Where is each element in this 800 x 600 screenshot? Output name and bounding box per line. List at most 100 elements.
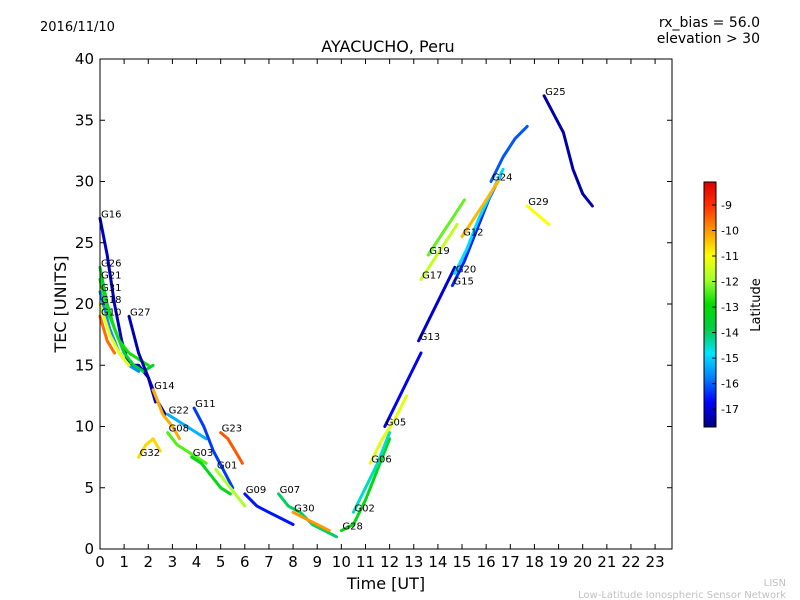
y-axis-ticks: 0 5 10 15 20 25 30 35 40: [75, 50, 672, 558]
satellite-label-g05: G05: [386, 418, 406, 429]
satellite-label-g13: G13: [420, 332, 440, 343]
x-axis-label: Time [UT]: [346, 574, 425, 593]
x-tick-label: 16: [477, 553, 496, 571]
x-tick-label: 0: [95, 553, 105, 571]
satellite-label-g31: G31: [101, 283, 121, 294]
x-tick-label: 15: [452, 553, 471, 571]
satellite-label-g17: G17: [422, 271, 442, 282]
satellite-label-g26: G26: [101, 258, 121, 269]
satellite-track-g01: [214, 467, 247, 508]
elevation-label: elevation > 30: [657, 31, 760, 47]
colorbar: [703, 181, 717, 428]
satellite-track-g19: [426, 198, 466, 257]
x-tick-label: 20: [573, 553, 592, 571]
satellite-label-g28: G28: [342, 522, 362, 533]
satellite-track-g28: [339, 437, 392, 533]
satellite-label-g14: G14: [154, 381, 174, 392]
satellite-label-g09: G09: [246, 485, 266, 496]
satellite-label-g19: G19: [429, 246, 449, 257]
satellite-track-g11: [192, 406, 235, 490]
satellite-label-g12: G12: [463, 228, 483, 239]
satellite-track-g22: [166, 412, 208, 441]
y-tick-label: 5: [84, 479, 94, 497]
satellite-label-g23: G23: [222, 424, 242, 435]
x-tick-label: 22: [621, 553, 640, 571]
colorbar-tick-label: -12: [721, 276, 739, 289]
satellite-track-g06: [368, 394, 408, 465]
colorbar-tick-label: -10: [721, 224, 739, 237]
x-tick-label: 21: [597, 553, 616, 571]
satellite-track-g18: [98, 302, 131, 367]
satellite-track-g30: [291, 510, 331, 533]
satellite-label-g01: G01: [217, 460, 237, 471]
colorbar-tick-label: -17: [721, 403, 739, 416]
satellite-label-g08: G08: [169, 424, 189, 435]
x-tick-label: 9: [312, 553, 322, 571]
satellite-label-g15: G15: [453, 277, 473, 288]
colorbar-tick-label: -16: [721, 378, 739, 391]
satellite-track-g24: [489, 124, 529, 183]
y-tick-label: 35: [75, 111, 94, 129]
x-tick-label: 19: [549, 553, 568, 571]
satellite-track-g03: [190, 455, 232, 496]
x-tick-label: 2: [143, 553, 153, 571]
x-tick-label: 18: [525, 553, 544, 571]
satellite-track-g10: [98, 314, 116, 355]
satellite-label-g03: G03: [193, 448, 213, 459]
satellite-track-g12: [460, 180, 500, 239]
footer-org-short: LISN: [764, 578, 786, 589]
satellite-label-g24: G24: [492, 173, 512, 184]
x-tick-label: 5: [216, 553, 226, 571]
y-axis-label: TEC [UNITS]: [51, 256, 70, 354]
satellite-label-g27: G27: [130, 307, 150, 318]
satellite-label-g07: G07: [280, 485, 300, 496]
x-axis-ticks: 0 1 2 3 4 5 6 7 8 9 10 11 12 13 14 15 16 17 18 19 20 21 22 23: [95, 59, 665, 571]
x-tick-label: 10: [332, 553, 351, 571]
rx-bias-label: rx_bias = 56.0: [659, 15, 760, 31]
satellite-track-g09: [243, 492, 295, 526]
satellite-label-g10: G10: [101, 307, 121, 318]
satellite-label-g02: G02: [354, 503, 374, 514]
colorbar-ticks: -9 -10 -11 -12 -13 -14 -15 -16 -17: [712, 199, 739, 416]
satellite-label-g30: G30: [294, 503, 314, 514]
satellite-track-g23: [219, 431, 244, 465]
satellite-label-g18: G18: [101, 295, 121, 306]
y-tick-label: 0: [84, 540, 94, 558]
satellite-label-g32: G32: [140, 448, 160, 459]
satellite-track-g13: [417, 265, 457, 343]
satellite-track-g05: [383, 351, 423, 428]
satellite-label-g21: G21: [101, 271, 121, 282]
satellite-label-g25: G25: [545, 87, 565, 98]
satellite-track-g32: [137, 437, 162, 459]
satellite-track-g02: [351, 431, 392, 514]
colorbar-tick-label: -9: [721, 199, 732, 212]
plot-frame: [99, 58, 673, 550]
colorbar-tick-label: -11: [721, 250, 739, 263]
satellite-track-g25: [542, 94, 594, 208]
satellite-label-g16: G16: [101, 209, 121, 220]
x-tick-label: 11: [356, 553, 375, 571]
x-tick-label: 14: [428, 553, 447, 571]
satellite-label-g06: G06: [371, 454, 391, 465]
chart-title: AYACUCHO, Peru: [321, 37, 454, 56]
satellite-track-g29: [525, 204, 551, 226]
y-tick-label: 40: [75, 50, 94, 68]
y-tick-label: 15: [75, 356, 94, 374]
satellite-label-g22: G22: [169, 405, 189, 416]
y-tick-label: 20: [75, 295, 94, 313]
satellite-label-g29: G29: [528, 197, 548, 208]
date-label: 2016/11/10: [40, 20, 115, 35]
x-tick-label: 6: [240, 553, 250, 571]
y-tick-label: 25: [75, 234, 94, 252]
footer-org-long: Low-Latitude Ionospheric Sensor Network: [578, 590, 786, 600]
colorbar-tick-label: -14: [721, 327, 739, 340]
satellite-track-g14: [151, 388, 182, 441]
colorbar-tick-label: -13: [721, 301, 739, 314]
satellite-label-g11: G11: [195, 399, 215, 410]
x-tick-label: 17: [501, 553, 520, 571]
x-tick-label: 7: [264, 553, 274, 571]
x-tick-label: 12: [380, 553, 399, 571]
colorbar-tick-label: -15: [721, 352, 739, 365]
